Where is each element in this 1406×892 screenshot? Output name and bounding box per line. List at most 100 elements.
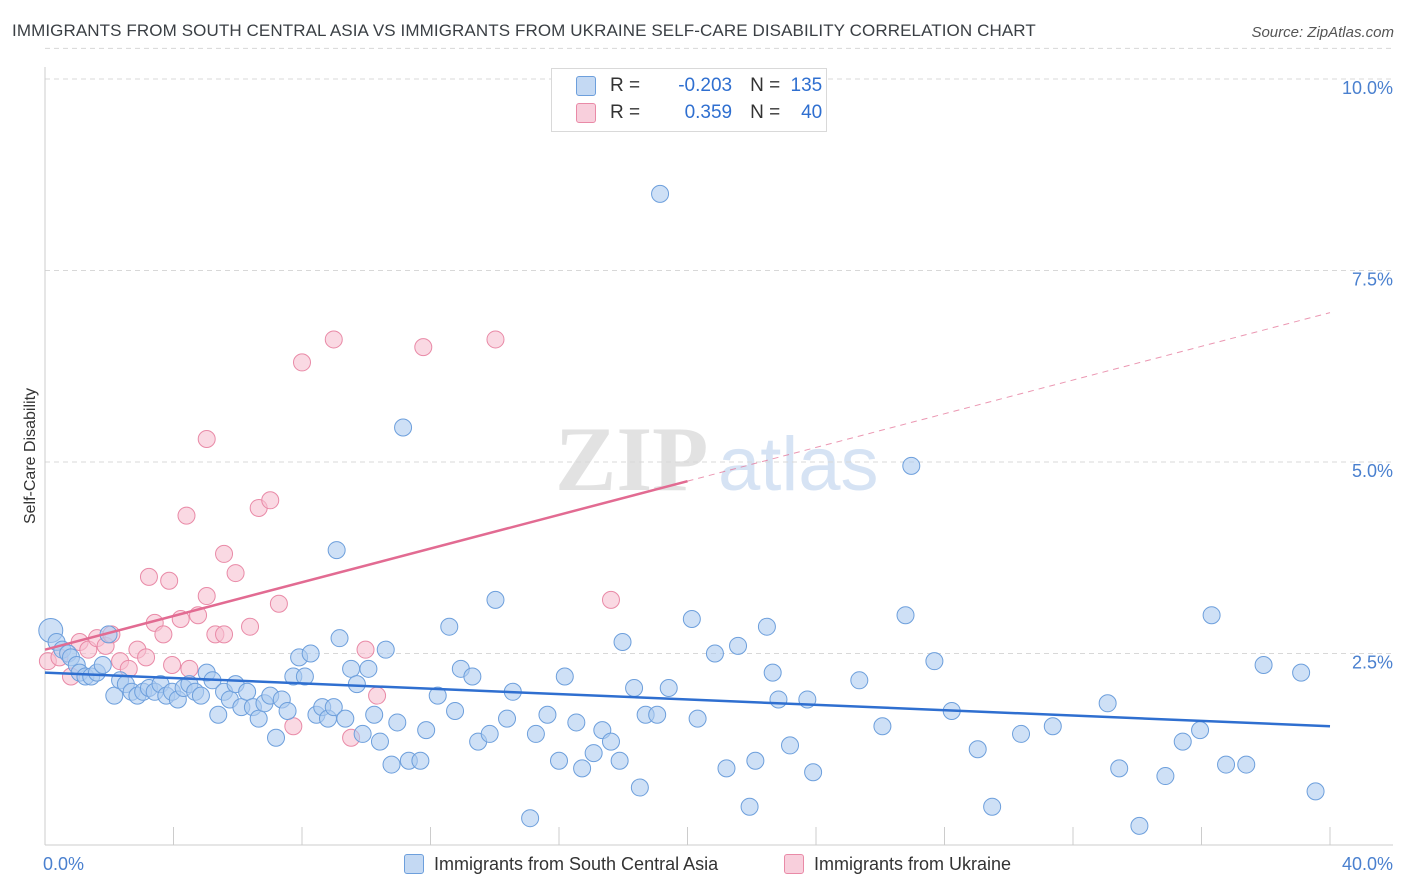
data-point-south-central-asia xyxy=(781,736,800,755)
data-point-south-central-asia xyxy=(968,740,987,759)
data-point-ukraine xyxy=(154,625,173,644)
data-point-south-central-asia xyxy=(1173,732,1192,751)
data-point-south-central-asia xyxy=(388,713,407,732)
correlation-legend: R = -0.203 N = 135 R = 0.359 N = 40 xyxy=(551,68,827,132)
y-tick-label: 5.0% xyxy=(1352,461,1393,481)
data-point-south-central-asia xyxy=(382,755,401,774)
data-point-south-central-asia xyxy=(1110,759,1129,778)
data-point-ukraine xyxy=(269,594,288,613)
legend-r-value: -0.203 xyxy=(678,75,733,96)
data-point-south-central-asia xyxy=(682,610,701,629)
data-point-south-central-asia xyxy=(327,541,346,560)
data-point-ukraine xyxy=(160,571,179,590)
data-point-south-central-asia xyxy=(238,682,257,701)
data-point-south-central-asia xyxy=(740,797,759,816)
data-point-south-central-asia xyxy=(1202,606,1221,625)
bottom-legend-swatch-pink xyxy=(784,854,804,874)
trend-line-ukraine xyxy=(44,479,688,651)
data-point-south-central-asia xyxy=(573,759,592,778)
legend-n-label: N = xyxy=(750,75,781,96)
data-point-south-central-asia xyxy=(324,698,343,717)
source-credit: Source: ZipAtlas.com xyxy=(1251,24,1394,41)
data-point-ukraine xyxy=(226,564,245,583)
legend-n-value: 135 xyxy=(790,75,823,96)
data-point-south-central-asia xyxy=(93,655,112,674)
data-point-south-central-asia xyxy=(1292,663,1311,682)
data-point-south-central-asia xyxy=(896,606,915,625)
data-point-south-central-asia xyxy=(688,709,707,728)
legend-r-label: R = xyxy=(610,75,641,96)
data-point-south-central-asia xyxy=(330,629,349,648)
data-point-south-central-asia xyxy=(925,652,944,671)
data-point-south-central-asia xyxy=(301,644,320,663)
watermark-zip: ZIP xyxy=(555,408,708,510)
y-tick-label: 7.5% xyxy=(1352,270,1393,290)
data-point-south-central-asia xyxy=(717,759,736,778)
legend-n-label: N = xyxy=(750,102,781,123)
data-point-south-central-asia xyxy=(804,763,823,782)
bottom-legend-south-central-asia: Immigrants from South Central Asia xyxy=(404,850,718,878)
data-point-ukraine xyxy=(293,353,311,372)
trend-line-south-central-asia xyxy=(44,671,1331,728)
y-axis-title: Self-Care Disability xyxy=(22,388,39,524)
data-point-south-central-asia xyxy=(498,709,517,728)
x-tick-label-min: 0.0% xyxy=(43,854,84,874)
data-point-south-central-asia xyxy=(1130,816,1149,835)
data-point-ukraine xyxy=(241,617,260,636)
data-point-ukraine xyxy=(197,430,216,449)
data-point-south-central-asia xyxy=(394,418,413,437)
data-point-south-central-asia xyxy=(370,732,389,751)
data-point-south-central-asia xyxy=(1306,782,1325,801)
data-point-south-central-asia xyxy=(1098,694,1117,713)
data-point-south-central-asia xyxy=(1191,721,1210,740)
legend-row-south-central-asia: R = -0.203 N = 135 xyxy=(576,73,822,99)
legend-swatch-pink xyxy=(576,103,596,123)
data-point-south-central-asia xyxy=(486,590,505,609)
data-point-south-central-asia xyxy=(209,705,228,724)
data-point-ukraine xyxy=(180,659,199,678)
data-point-south-central-asia xyxy=(651,184,670,203)
data-point-south-central-asia xyxy=(365,705,384,724)
legend-swatch-blue xyxy=(576,76,596,96)
data-point-south-central-asia xyxy=(191,686,210,705)
data-point-south-central-asia xyxy=(902,456,921,475)
data-point-south-central-asia xyxy=(763,663,782,682)
data-point-ukraine xyxy=(215,544,234,563)
data-point-south-central-asia xyxy=(630,778,649,797)
data-point-south-central-asia xyxy=(353,724,372,743)
data-point-ukraine xyxy=(601,590,620,609)
data-point-south-central-asia xyxy=(446,701,465,720)
data-point-south-central-asia xyxy=(625,678,644,697)
data-point-south-central-asia xyxy=(613,633,632,652)
data-point-ukraine xyxy=(137,648,156,667)
data-point-south-central-asia xyxy=(1043,717,1062,736)
data-point-south-central-asia xyxy=(295,667,314,686)
data-point-ukraine xyxy=(197,587,216,606)
data-point-south-central-asia xyxy=(648,705,667,724)
data-point-south-central-asia xyxy=(584,744,603,763)
data-point-south-central-asia xyxy=(757,617,776,636)
bottom-legend-swatch-blue xyxy=(404,854,424,874)
data-point-south-central-asia xyxy=(428,686,447,705)
data-point-south-central-asia xyxy=(1217,755,1236,774)
legend-r-value: 0.359 xyxy=(684,102,733,123)
watermark-atlas: atlas xyxy=(718,422,879,507)
data-point-ukraine xyxy=(177,506,196,525)
data-point-ukraine xyxy=(324,330,343,349)
data-point-ukraine xyxy=(368,686,387,705)
data-point-ukraine xyxy=(486,330,505,349)
bottom-legend-label: Immigrants from Ukraine xyxy=(814,853,1012,874)
data-point-south-central-asia xyxy=(1156,767,1175,786)
legend-row-ukraine: R = 0.359 N = 40 xyxy=(576,100,822,126)
data-point-ukraine xyxy=(163,655,182,674)
chart-title: IMMIGRANTS FROM SOUTH CENTRAL ASIA VS IM… xyxy=(12,21,1036,40)
y-tick-label: 2.5% xyxy=(1352,653,1393,673)
data-point-south-central-asia xyxy=(440,617,459,636)
data-point-south-central-asia xyxy=(278,701,297,720)
bottom-legend-label: Immigrants from South Central Asia xyxy=(434,853,719,874)
data-point-south-central-asia xyxy=(746,751,765,770)
data-point-south-central-asia xyxy=(610,751,629,770)
data-point-south-central-asia xyxy=(1237,755,1256,774)
data-point-ukraine xyxy=(261,491,280,510)
data-point-south-central-asia xyxy=(480,724,499,743)
